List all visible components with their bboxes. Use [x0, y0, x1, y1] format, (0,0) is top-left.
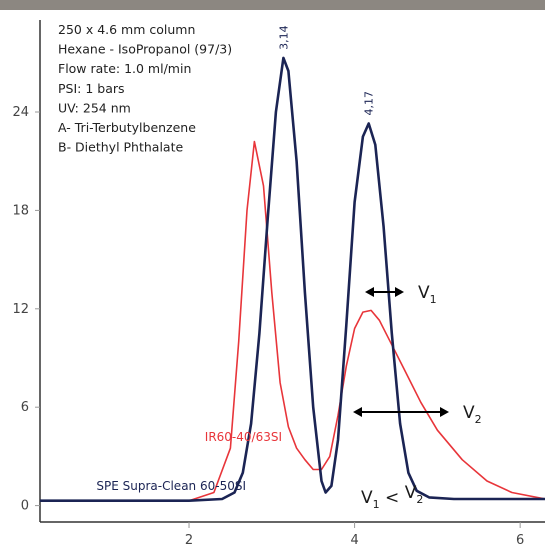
series-line-1 — [40, 140, 545, 502]
x-tick-label: 2 — [185, 533, 193, 548]
series-label-blue: SPE Supra-Clean 60-50SI — [96, 479, 246, 493]
v2-arrow-head-right — [440, 407, 449, 417]
series-label-red: IR60-40/63SI — [205, 430, 282, 444]
header-bar — [0, 0, 545, 10]
y-tick-label: 0 — [21, 499, 29, 514]
v1-arrow-head-right — [395, 287, 404, 297]
v1-arrow-head-left — [365, 287, 374, 297]
peak-label: 3,14 — [277, 25, 290, 50]
v1-label: V1 — [418, 283, 437, 306]
x-tick-label: 4 — [350, 533, 358, 548]
info-line: 250 x 4.6 mm column — [58, 22, 195, 37]
info-line: Hexane - IsoPropanol (97/3) — [58, 42, 232, 57]
v-comparison-label: V1 < V2 — [361, 483, 423, 511]
y-tick-label: 6 — [21, 400, 29, 415]
info-line: A- Tri-Terbutylbenzene — [58, 120, 196, 135]
y-tick-label: 12 — [12, 302, 29, 317]
info-line: UV: 254 nm — [58, 100, 131, 115]
peak-label: 4,17 — [363, 91, 376, 116]
v2-arrow-head-left — [353, 407, 362, 417]
info-line: Flow rate: 1.0 ml/min — [58, 61, 191, 76]
y-tick-label: 24 — [12, 105, 29, 120]
method-info-block: 250 x 4.6 mm column Hexane - IsoPropanol … — [58, 22, 232, 155]
x-tick-label: 6 — [516, 533, 524, 548]
v2-label: V2 — [463, 403, 482, 426]
series-line-0 — [40, 56, 545, 502]
info-line: PSI: 1 bars — [58, 81, 125, 96]
y-tick-label: 18 — [12, 203, 29, 218]
info-line: B- Diethyl Phthalate — [58, 140, 183, 155]
annotation-layer: V1 V2 V1 < V2 — [353, 283, 482, 511]
